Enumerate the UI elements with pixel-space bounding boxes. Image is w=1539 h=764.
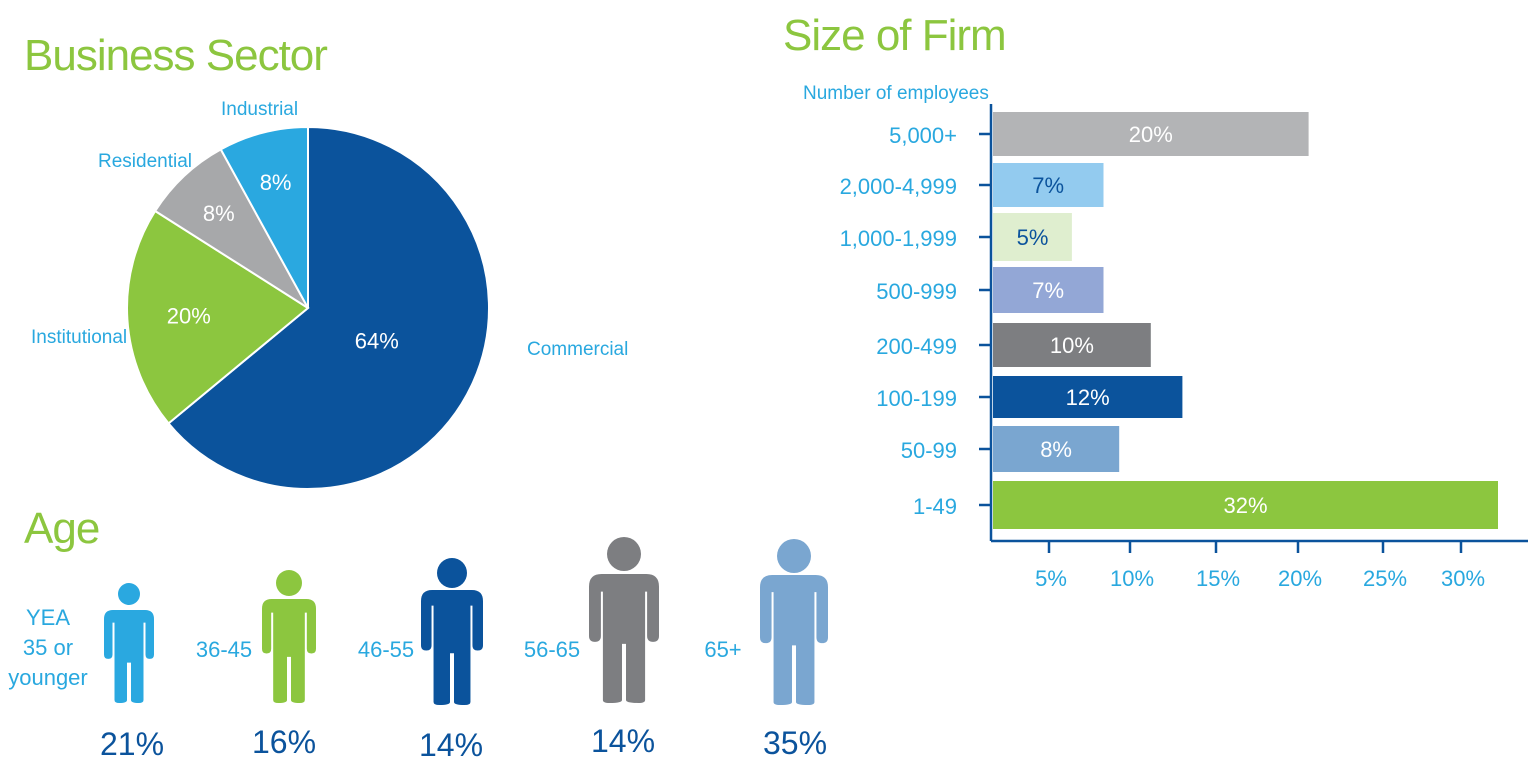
age-category-line: YEA bbox=[26, 605, 70, 630]
x-tick-label: 30% bbox=[1441, 566, 1485, 591]
pie-category-label: Commercial bbox=[527, 339, 628, 360]
person-icon bbox=[589, 574, 659, 703]
bar bbox=[993, 112, 1309, 156]
age-category-label: 36-45 bbox=[196, 637, 252, 662]
person-icon bbox=[104, 610, 154, 703]
bar-category-label: 200-499 bbox=[876, 334, 957, 359]
bar-value-label: 7% bbox=[1032, 278, 1064, 303]
person-icon bbox=[262, 599, 316, 703]
person-icon bbox=[760, 575, 828, 705]
pie-category-label: Institutional bbox=[31, 327, 127, 348]
pie-category-label: Industrial bbox=[221, 99, 298, 120]
x-tick-label: 20% bbox=[1278, 566, 1322, 591]
bar-category-label: 500-999 bbox=[876, 279, 957, 304]
pie-slice bbox=[153, 148, 309, 309]
bar-value-label: 7% bbox=[1032, 173, 1064, 198]
x-tick-label: 25% bbox=[1363, 566, 1407, 591]
bar bbox=[993, 267, 1104, 313]
bar-category-label: 50-99 bbox=[901, 438, 957, 463]
x-tick-label: 15% bbox=[1196, 566, 1240, 591]
pie-value-label: 20% bbox=[167, 304, 211, 329]
bar-category-label: 100-199 bbox=[876, 386, 957, 411]
bar-value-label: 5% bbox=[1017, 225, 1049, 250]
age-value-label: 35% bbox=[763, 725, 827, 761]
pie-value-label: 8% bbox=[203, 201, 235, 226]
person-icon bbox=[607, 537, 641, 571]
pie-title: Business Sector bbox=[24, 31, 327, 80]
age-category-line: younger bbox=[8, 665, 88, 690]
bar bbox=[993, 213, 1072, 261]
bar-value-label: 12% bbox=[1066, 385, 1110, 410]
bar bbox=[993, 323, 1151, 367]
bar-axis-label: Number of employees bbox=[803, 83, 989, 104]
age-title: Age bbox=[24, 504, 99, 553]
age-value-label: 21% bbox=[100, 726, 164, 762]
pie-value-label: 8% bbox=[260, 170, 292, 195]
age-category-line: 46-55 bbox=[358, 637, 414, 662]
age-value-label: 14% bbox=[591, 723, 655, 759]
x-tick-label: 5% bbox=[1035, 566, 1067, 591]
bar-category-label: 1,000-1,999 bbox=[840, 226, 957, 251]
size-of-firm-chart: Size of Firm Number of employees 5,000+ 20%… bbox=[783, 11, 1528, 591]
age-chart: Age YEA 35 or younger 21% 36-45 16% 46-55 14% 56-… bbox=[8, 504, 828, 763]
age-category-label: 46-55 bbox=[358, 637, 414, 662]
person-icon bbox=[118, 583, 140, 605]
pie-category-label: Residential bbox=[98, 151, 192, 172]
pie-slice bbox=[167, 125, 490, 490]
x-tick-label: 10% bbox=[1110, 566, 1154, 591]
age-value-label: 16% bbox=[252, 724, 316, 760]
bar bbox=[993, 376, 1183, 418]
age-category-line: 65+ bbox=[704, 637, 741, 662]
age-category-label: 65+ bbox=[704, 637, 741, 662]
person-icon bbox=[437, 558, 467, 588]
pie-slice bbox=[219, 125, 309, 309]
bar-value-label: 10% bbox=[1050, 333, 1094, 358]
bar-category-label: 2,000-4,999 bbox=[840, 174, 957, 199]
age-category-line: 35 or bbox=[23, 635, 73, 660]
bar-value-label: 8% bbox=[1040, 437, 1072, 462]
age-category-line: 36-45 bbox=[196, 637, 252, 662]
bar bbox=[993, 426, 1120, 472]
age-value-label: 14% bbox=[419, 727, 483, 763]
bar bbox=[993, 163, 1104, 207]
person-icon bbox=[421, 590, 483, 705]
age-category-label: YEA 35 or younger bbox=[8, 605, 88, 690]
pie-slice bbox=[126, 209, 310, 425]
bar-value-label: 32% bbox=[1223, 493, 1267, 518]
bar-category-label: 5,000+ bbox=[889, 123, 957, 148]
age-category-line: 56-65 bbox=[524, 637, 580, 662]
pie-value-label: 64% bbox=[355, 328, 399, 353]
person-icon bbox=[777, 539, 811, 573]
bar-title: Size of Firm bbox=[783, 11, 1006, 60]
bar-category-label: 1-49 bbox=[913, 494, 957, 519]
bar-value-label: 20% bbox=[1129, 122, 1173, 147]
person-icon bbox=[276, 570, 302, 596]
business-sector-chart: Business Sector 64% Commercial 20% Instituti… bbox=[24, 31, 628, 490]
age-category-label: 56-65 bbox=[524, 637, 580, 662]
bar bbox=[993, 481, 1498, 529]
